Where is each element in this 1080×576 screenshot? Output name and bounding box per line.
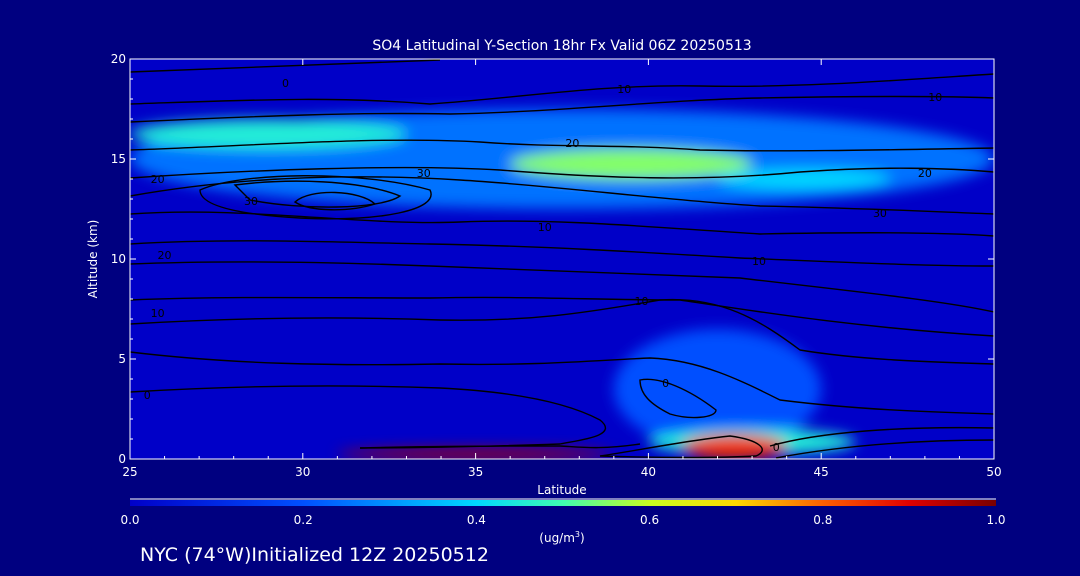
concentration-region	[682, 435, 787, 459]
colorbar	[130, 500, 996, 506]
contour-label: 20	[918, 167, 932, 180]
y-tick-label: 0	[118, 452, 126, 466]
contour-labels: 0 10 10 20 20 30 30 10 20 30 20 10 10 10 0 0 0	[144, 77, 942, 454]
contour-line	[599, 435, 763, 459]
contour-label: 10	[617, 83, 631, 96]
contour-label: 10	[151, 307, 165, 320]
contour-line	[769, 426, 994, 447]
contour-line	[130, 296, 994, 337]
contour-line	[130, 261, 994, 313]
contour-label: 10	[928, 91, 942, 104]
contour-line	[130, 59, 441, 73]
y-tick-label: 15	[111, 152, 126, 166]
contour-line	[130, 298, 994, 365]
colorbar-units-text: (ug/m	[539, 531, 575, 545]
colorbar-tick-label: 1.0	[986, 513, 1005, 527]
contour-label: 0	[144, 389, 151, 402]
concentration-region	[717, 169, 891, 189]
contour-line	[775, 439, 994, 459]
y-axis: 0 5 10 15 20	[111, 52, 994, 466]
x-axis-label: Latitude	[537, 483, 586, 497]
contour-label: 0	[773, 441, 780, 454]
colorbar-tick-labels: 0.0 0.2 0.4 0.6 0.8 1.0	[120, 513, 1005, 527]
x-tick-label: 30	[295, 465, 310, 479]
colorbar-units-superscript: 3	[575, 530, 580, 539]
y-tick-label: 20	[111, 52, 126, 66]
contour-line	[130, 351, 994, 415]
y-tick-label: 5	[118, 352, 126, 366]
chart-title: SO4 Latitudinal Y-Section 18hr Fx Valid …	[372, 38, 751, 54]
x-tick-label: 45	[814, 465, 829, 479]
colorbar-tick-label: 0.4	[467, 513, 486, 527]
contour-label: 20	[565, 137, 579, 150]
contour-label: 30	[873, 207, 887, 220]
contour-line	[233, 180, 402, 208]
contour-label: 30	[244, 195, 258, 208]
contour-line	[359, 443, 641, 449]
contour-label: 0	[282, 77, 289, 90]
contour-line	[130, 166, 994, 179]
x-tick-label: 25	[122, 465, 137, 479]
contour-label: 20	[151, 173, 165, 186]
colorbar-tick-label: 0.0	[120, 513, 139, 527]
colorbar-units: (ug/m3)	[539, 530, 584, 545]
contour-label: 0	[662, 377, 669, 390]
contour-line	[130, 139, 994, 152]
colorbar-tick-label: 0.2	[294, 513, 313, 527]
contour-line	[293, 191, 377, 211]
contour-label: 10	[538, 221, 552, 234]
location-label: NYC (74°W)Initialized 12Z 20250512	[140, 544, 489, 566]
x-tick-label: 50	[986, 465, 1001, 479]
contour-line	[130, 211, 994, 237]
colorbar-units-close: )	[580, 531, 585, 545]
x-tick-label: 40	[641, 465, 656, 479]
contour-lines	[130, 59, 994, 459]
x-axis: 25 30 35 40 45 50	[122, 59, 1002, 479]
contour-label: 30	[417, 167, 431, 180]
y-tick-label: 10	[111, 252, 126, 266]
contour-line	[130, 176, 994, 215]
contour-line	[130, 73, 994, 105]
colorbar-tick-label: 0.6	[640, 513, 659, 527]
x-tick-label: 35	[468, 465, 483, 479]
contour-line	[130, 240, 994, 267]
concentration-region	[510, 149, 753, 179]
contour-line	[199, 175, 432, 220]
y-axis-label: Altitude (km)	[86, 220, 100, 299]
contour-label: 10	[752, 255, 766, 268]
contour-line	[130, 95, 994, 123]
contour-label: 20	[158, 249, 172, 262]
colorbar-tick-label: 0.8	[813, 513, 832, 527]
contour-label: 10	[634, 295, 648, 308]
contour-line	[639, 378, 717, 419]
